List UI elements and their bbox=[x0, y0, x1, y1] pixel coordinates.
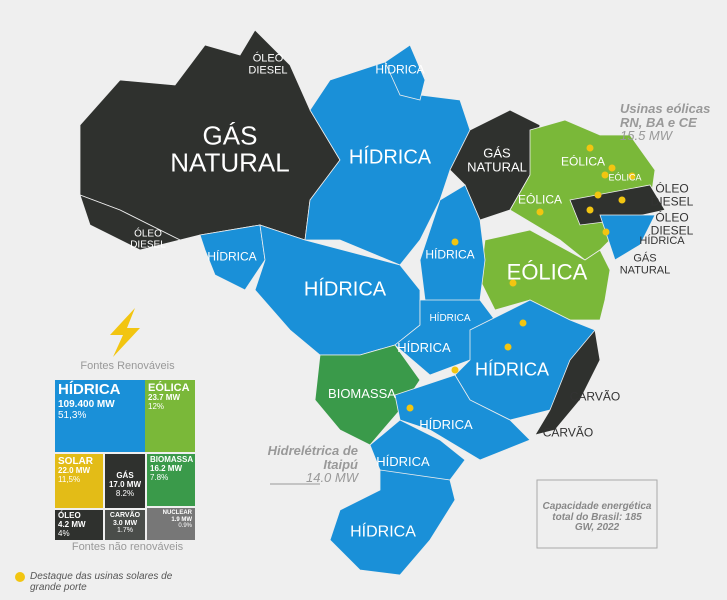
cell-name: NUCLEAR bbox=[162, 510, 192, 516]
region-label: HÍDRICA bbox=[303, 278, 387, 301]
annotation-value: 15.5 MW bbox=[620, 128, 673, 144]
region-label: HÍDRICA bbox=[639, 235, 685, 248]
region-label: HÍDRICA bbox=[397, 340, 451, 356]
cell-share: 7.8% bbox=[150, 472, 169, 482]
region-label: EÓLICA bbox=[560, 154, 606, 169]
region bbox=[394, 374, 531, 461]
solar-dots bbox=[15, 144, 636, 582]
cell-mw: 17.0 MW bbox=[108, 479, 141, 489]
region-label: ÓLEO DIESEL bbox=[130, 228, 166, 250]
cell-mw: 1.9 MW bbox=[171, 516, 192, 523]
cell-mw: 3.0 MW bbox=[112, 519, 138, 527]
region-label: ÓLEO DIESEL bbox=[650, 210, 694, 237]
treemap-cell: GÁS 17.0 MW 8.2% bbox=[105, 454, 145, 508]
cell-share: 12% bbox=[148, 401, 165, 411]
region bbox=[534, 329, 601, 436]
capacity-box bbox=[536, 479, 658, 549]
treemap-cell: CARVÃO 3.0 MW 1.7% bbox=[105, 510, 145, 540]
annotation: Hidrelétrica de Itaipú 14.0 MW bbox=[248, 444, 358, 485]
region-label: CARVÃO bbox=[542, 425, 594, 440]
legend-text: Destaque das usinas solares de grande po… bbox=[30, 571, 173, 593]
region-label: HÍDRICA bbox=[375, 62, 425, 77]
cell-mw: 23.7 MW bbox=[148, 393, 181, 403]
cell-mw: 16.2 MW bbox=[150, 463, 183, 473]
cell-name: ÓLEO bbox=[58, 511, 81, 520]
region-label: HÍDRICA bbox=[376, 454, 430, 470]
cell-name: BIOMASSA bbox=[150, 455, 194, 464]
states bbox=[79, 29, 666, 576]
region-label: HÍDRICA bbox=[474, 359, 550, 380]
cell-share: 0.9% bbox=[178, 523, 192, 530]
region-label: HÍDRICA bbox=[350, 523, 416, 541]
region-label: EÓLICA bbox=[517, 192, 563, 207]
treemap-cell: ÓLEO 4.2 MW 4% bbox=[55, 510, 103, 540]
lightning-icon bbox=[110, 308, 140, 357]
cell-name: EÓLICA bbox=[148, 382, 190, 394]
region bbox=[329, 469, 456, 576]
region bbox=[479, 229, 611, 321]
annotation: Usinas eólicas RN, BA e CE 15.5 MW bbox=[620, 102, 720, 143]
annotation-value: 14.0 MW bbox=[305, 470, 358, 486]
annotation-title: Hidrelétrica de Itaipú bbox=[267, 443, 358, 472]
region-label: HÍDRICA bbox=[425, 247, 475, 262]
treemap-subtitle: Fontes não renováveis bbox=[71, 541, 184, 553]
treemap-cell: EÓLICA 23.7 MW 12% bbox=[145, 380, 195, 452]
region-label: HÍDRICA bbox=[207, 249, 257, 264]
region bbox=[79, 194, 182, 251]
cell-share: 4% bbox=[58, 528, 70, 538]
region-label: ÓLEO DIESEL bbox=[650, 181, 694, 208]
cell-name: HÍDRICA bbox=[58, 381, 121, 398]
region-label: GÁS NATURAL bbox=[170, 120, 290, 178]
region-label: GÁS NATURAL bbox=[467, 145, 527, 174]
treemap-cell: SOLAR 22.0 MW 11,5% bbox=[55, 454, 103, 508]
region bbox=[384, 44, 426, 101]
treemap: HÍDRICA 109.400 MW 51,3% EÓLICA 23.7 MW 12% … bbox=[55, 380, 195, 540]
region-label: BIOMASSA bbox=[328, 386, 396, 402]
cell-share: 1.7% bbox=[117, 527, 133, 535]
region-label: HÍDRICA bbox=[419, 417, 473, 433]
cell-share: 11,5% bbox=[58, 474, 81, 484]
annotation-title: Usinas eólicas RN, BA e CE bbox=[620, 101, 711, 130]
region bbox=[599, 214, 656, 261]
cell-name: GÁS bbox=[116, 471, 134, 480]
cell-name: SOLAR bbox=[58, 456, 93, 467]
treemap-cell: NUCLEAR 1.9 MW 0.9% bbox=[147, 508, 195, 540]
annotation: Capacidade energética total do Brasil: 1… bbox=[542, 501, 652, 533]
cell-mw: 4.2 MW bbox=[58, 519, 86, 529]
cell-share: 51,3% bbox=[58, 409, 87, 421]
region-label: HÍDRICA bbox=[429, 312, 471, 324]
region-label: GÁS NATURAL bbox=[619, 252, 671, 276]
region-label: ÓLEO DIESEL bbox=[248, 52, 288, 76]
treemap-cell: HÍDRICA 109.400 MW 51,3% bbox=[55, 380, 145, 452]
region-label: CARVÃO bbox=[569, 389, 621, 404]
cell-mw: 109.400 MW bbox=[58, 398, 115, 410]
treemap-cell: BIOMASSA 16.2 MW 7.8% bbox=[147, 454, 195, 506]
cell-mw: 22.0 MW bbox=[58, 466, 91, 475]
cell-share: 8.2% bbox=[115, 488, 135, 498]
region-label: EÓLICA bbox=[506, 259, 588, 285]
cell-name: CARVÃO bbox=[109, 512, 141, 519]
treemap-title: Fontes Renováveis bbox=[80, 360, 175, 372]
region-label: EÓLICA bbox=[608, 172, 642, 183]
region-label: HÍDRICA bbox=[348, 146, 432, 169]
